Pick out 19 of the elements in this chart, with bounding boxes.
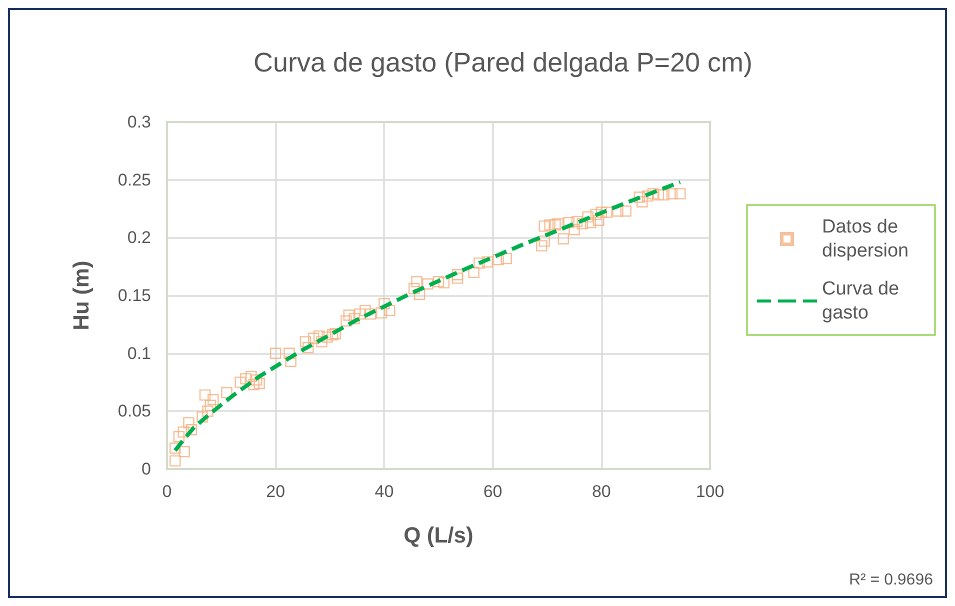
y-axis-title: Hu (m)	[68, 260, 94, 330]
x-tick-label: 0	[162, 482, 172, 501]
x-tick-label: 100	[696, 482, 724, 501]
y-tick-label: 0.1	[127, 344, 151, 363]
chart-title: Curva de gasto (Pared delgada P=20 cm)	[253, 48, 753, 78]
y-tick-label: 0.25	[118, 170, 151, 190]
x-tick-label: 60	[483, 482, 502, 501]
x-axis-title: Q (L/s)	[404, 522, 474, 548]
x-tick-label: 40	[374, 482, 394, 501]
y-tick-label: 0	[142, 460, 151, 478]
y-tick-label: 0.15	[118, 286, 151, 305]
legend-label: Curva de gasto	[822, 278, 904, 324]
y-tick-label: 0.05	[118, 402, 151, 421]
legend-label: Datos de dispersion	[822, 216, 909, 262]
text: R² = 0.9696	[848, 572, 934, 588]
y-tick-label: 0.3	[127, 112, 151, 132]
y-tick-label: 0.2	[127, 228, 151, 248]
x-tick-label: 20	[266, 482, 286, 501]
x-tick-label: 80	[592, 482, 611, 501]
